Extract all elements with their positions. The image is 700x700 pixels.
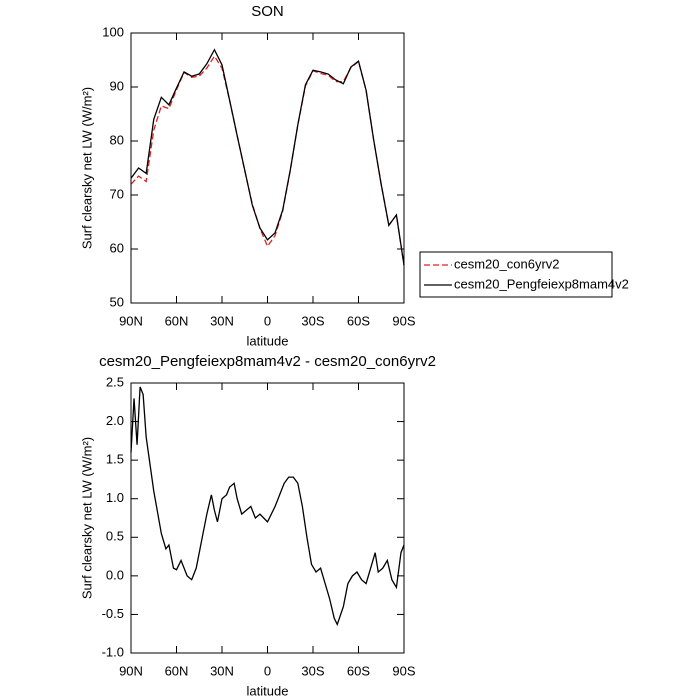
- y-tick-label: 80: [110, 132, 124, 147]
- data-line: [130, 386, 405, 627]
- legend-label: cesm20_Pengfeiexp8mam4v2: [454, 276, 629, 291]
- y-axis-label: Surf clearsky net LW (W/m²): [79, 87, 94, 249]
- y-tick-label: 2.5: [106, 374, 124, 389]
- x-tick-label: 30S: [301, 663, 324, 678]
- x-tick-label: 60N: [165, 313, 189, 328]
- chart-title: cesm20_Pengfeiexp8mam4v2 - cesm20_con6yr…: [99, 353, 436, 370]
- legend-label: cesm20_con6yrv2: [454, 256, 560, 271]
- y-tick-label: 0.5: [106, 529, 124, 544]
- x-tick-label: 60S: [347, 313, 370, 328]
- x-tick-label: 90S: [392, 663, 415, 678]
- y-tick-label: 50: [110, 294, 124, 309]
- legend-box: [419, 251, 613, 298]
- x-tick-label: 60N: [165, 663, 189, 678]
- x-tick-label: 30N: [210, 313, 234, 328]
- x-tick-label: 60S: [347, 663, 370, 678]
- plot-frame: [130, 382, 405, 654]
- y-tick-label: -1.0: [102, 644, 124, 659]
- y-tick-label: 1.5: [106, 452, 124, 467]
- y-tick-label: 90: [110, 78, 124, 93]
- x-tick-label: 30S: [301, 313, 324, 328]
- y-tick-label: 0.0: [106, 567, 124, 582]
- x-tick-label: 0: [264, 663, 271, 678]
- data-line: [130, 55, 405, 266]
- x-axis-label: latitude: [247, 683, 289, 698]
- x-tick-label: 90S: [392, 313, 415, 328]
- y-tick-label: -0.5: [102, 606, 124, 621]
- x-axis-label: latitude: [247, 333, 289, 348]
- y-axis-label: Surf clearsky net LW (W/m²): [79, 437, 94, 599]
- data-line: [130, 48, 405, 266]
- chart-title: SON: [251, 3, 284, 20]
- x-tick-label: 90N: [119, 663, 143, 678]
- x-tick-label: 90N: [119, 313, 143, 328]
- y-tick-label: 100: [102, 24, 124, 39]
- plot-frame: [130, 32, 405, 304]
- y-tick-label: 60: [110, 240, 124, 255]
- x-tick-label: 0: [264, 313, 271, 328]
- y-tick-label: 2.0: [106, 413, 124, 428]
- y-tick-label: 70: [110, 186, 124, 201]
- x-tick-label: 30N: [210, 663, 234, 678]
- y-tick-label: 1.0: [106, 490, 124, 505]
